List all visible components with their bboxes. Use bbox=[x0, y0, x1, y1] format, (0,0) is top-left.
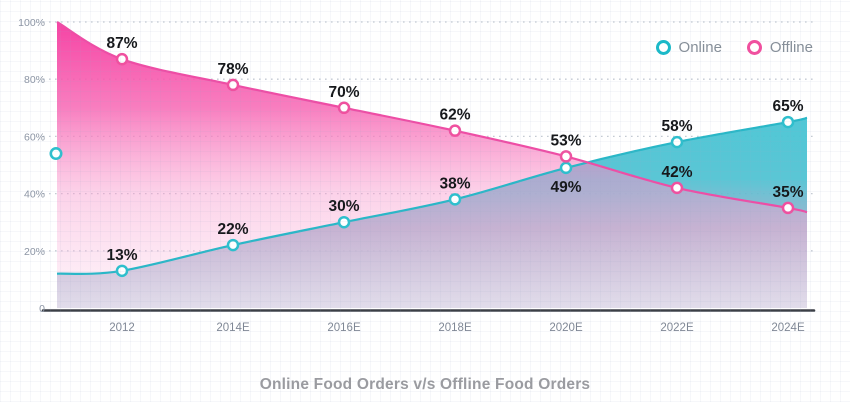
x-tick-2024E: 2024E bbox=[771, 322, 805, 334]
offline-marker-2024E[interactable] bbox=[781, 201, 795, 215]
offline-marker-2018E[interactable] bbox=[448, 124, 462, 137]
offline-marker-2022E[interactable] bbox=[670, 181, 684, 195]
legend-label-online: Online bbox=[678, 39, 722, 56]
online-marker-2016E[interactable] bbox=[337, 215, 351, 229]
y-tick-60: 60% bbox=[24, 131, 45, 143]
offline-marker-2020E[interactable] bbox=[559, 150, 573, 163]
x-tick-2016E: 2016E bbox=[327, 322, 361, 334]
online-marker-2014E[interactable] bbox=[226, 238, 240, 252]
offline-point-label-2014E: 78% bbox=[217, 61, 248, 78]
online-point-label-2024E: 65% bbox=[772, 98, 803, 115]
online-point-label-2022E: 58% bbox=[661, 118, 692, 135]
online-legend-ring-icon bbox=[655, 40, 671, 55]
online-point-label-2020E: 49% bbox=[550, 179, 581, 196]
legend-label-offline: Offline bbox=[769, 39, 813, 56]
offline-point-label-2018E: 62% bbox=[439, 107, 470, 124]
online-marker-2022E[interactable] bbox=[670, 135, 684, 149]
online-point-label-2014E: 22% bbox=[217, 221, 248, 238]
online-marker-2018E[interactable] bbox=[448, 193, 462, 206]
offline-point-label-2024E: 35% bbox=[772, 184, 803, 201]
legend-item-online[interactable]: Online bbox=[655, 39, 722, 56]
y-tick-80: 80% bbox=[24, 74, 45, 86]
unlabeled-online-marker[interactable] bbox=[49, 147, 63, 161]
online-point-label-2016E: 30% bbox=[328, 198, 359, 215]
offline-point-label-2022E: 42% bbox=[661, 164, 692, 181]
offline-marker-2012[interactable] bbox=[115, 52, 129, 66]
legend-item-offline[interactable]: Offline bbox=[746, 39, 813, 56]
offline-area bbox=[57, 22, 807, 308]
chart-legend: Online Offline bbox=[655, 39, 813, 56]
y-tick-40: 40% bbox=[24, 189, 45, 201]
offline-marker-2014E[interactable] bbox=[226, 78, 240, 92]
offline-point-label-2016E: 70% bbox=[328, 84, 359, 101]
offline-point-label-2020E: 53% bbox=[550, 132, 581, 149]
x-tick-2018E: 2018E bbox=[438, 322, 472, 334]
x-tick-2014E: 2014E bbox=[216, 322, 250, 334]
offline-marker-2016E[interactable] bbox=[337, 101, 351, 115]
y-tick-100: 100% bbox=[18, 17, 45, 29]
offline-legend-ring-icon bbox=[746, 40, 762, 55]
x-tick-2012: 2012 bbox=[109, 322, 135, 334]
offline-point-label-2012: 87% bbox=[106, 35, 137, 52]
online-marker-2012[interactable] bbox=[115, 264, 129, 278]
x-tick-2022E: 2022E bbox=[660, 322, 694, 334]
online-marker-2020E[interactable] bbox=[559, 161, 573, 175]
x-tick-2020E: 2020E bbox=[549, 322, 583, 334]
online-point-label-2018E: 38% bbox=[439, 175, 470, 192]
y-tick-20: 20% bbox=[24, 246, 45, 258]
online-point-label-2012: 13% bbox=[106, 247, 137, 264]
chart-title: Online Food Orders v/s Offline Food Orde… bbox=[259, 376, 591, 393]
online-marker-2024E[interactable] bbox=[781, 115, 795, 129]
y-tick-0: 0 bbox=[39, 303, 45, 315]
